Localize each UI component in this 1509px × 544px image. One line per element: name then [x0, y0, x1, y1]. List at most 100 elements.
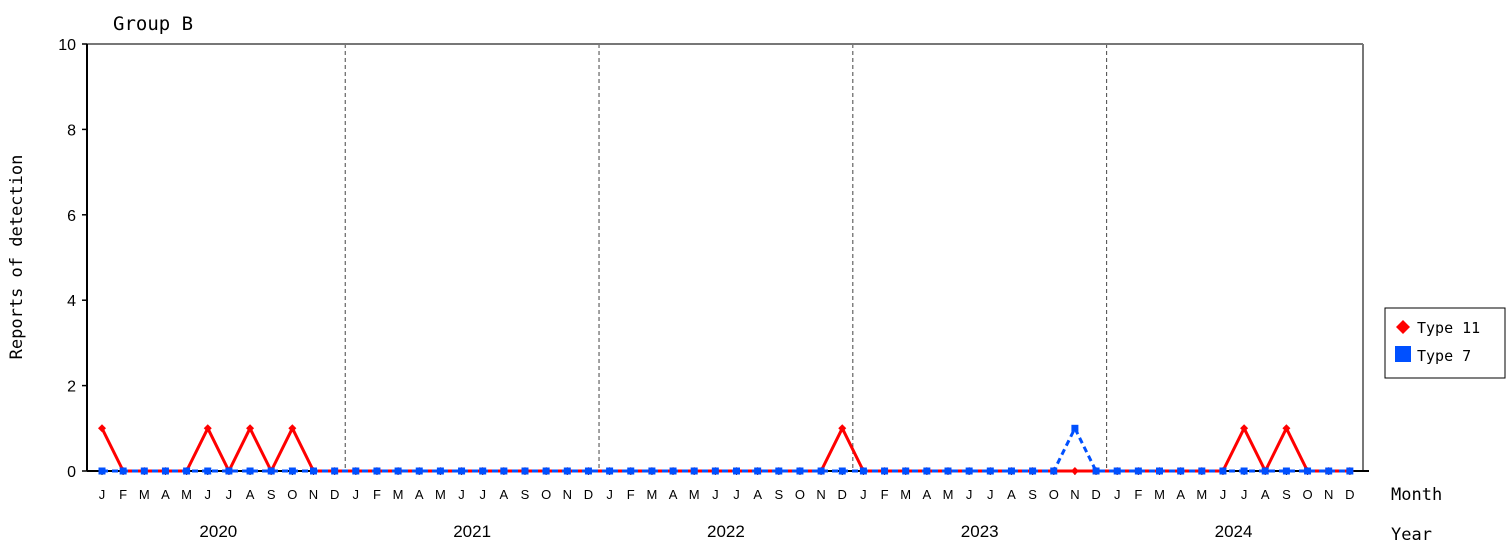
series-line-type-11: [100, 424, 1350, 475]
y-ticks: 0 2 4 6 8 10: [58, 37, 87, 481]
data-point: [458, 467, 466, 475]
month-tick-label: J: [987, 487, 994, 502]
month-tick-label: D: [584, 487, 593, 502]
month-tick-label: O: [1049, 487, 1059, 502]
axes: [86, 43, 1369, 472]
data-point: [288, 424, 297, 433]
month-tick-label: F: [119, 487, 127, 502]
data-point: [754, 467, 762, 475]
month-tick-label: M: [689, 487, 700, 502]
data-point: [1198, 467, 1206, 475]
month-tick-label: A: [161, 487, 170, 502]
month-tick-label: N: [563, 487, 572, 502]
month-tick-label: M: [435, 487, 446, 502]
data-point: [1304, 467, 1312, 475]
data-point: [288, 467, 296, 475]
data-point: [436, 467, 444, 475]
data-point: [1029, 467, 1037, 475]
y-tick-label: 10: [58, 37, 76, 54]
legend-item-type-7: Type 7: [1395, 346, 1471, 365]
month-tick-label: A: [415, 487, 424, 502]
data-point: [944, 467, 952, 475]
data-point: [1070, 467, 1079, 475]
year-label: 2021: [453, 522, 491, 541]
month-tick-label: O: [541, 487, 551, 502]
month-tick-label: F: [373, 487, 381, 502]
chart-title: Group B: [113, 13, 193, 35]
data-point: [521, 467, 529, 475]
month-tick-label: A: [1261, 487, 1270, 502]
data-point: [711, 467, 719, 475]
data-point: [267, 467, 275, 475]
y-tick-label: 4: [67, 293, 76, 310]
data-point: [859, 467, 867, 475]
data-point: [1282, 424, 1291, 433]
data-point: [246, 467, 254, 475]
month-tick-label: A: [1007, 487, 1016, 502]
month-tick-label: S: [1282, 487, 1291, 502]
month-tick-label: M: [900, 487, 911, 502]
month-tick-label: J: [226, 487, 233, 502]
month-tick-label: M: [181, 487, 192, 502]
month-tick-label: O: [1302, 487, 1312, 502]
month-tick-label: M: [393, 487, 404, 502]
month-tick-label: M: [139, 487, 150, 502]
month-tick-label: J: [966, 487, 973, 502]
data-point: [1092, 467, 1100, 475]
month-tick-label: S: [1028, 487, 1037, 502]
data-point: [563, 467, 571, 475]
month-tick-label: O: [795, 487, 805, 502]
data-point: [817, 467, 825, 475]
data-point: [352, 467, 360, 475]
data-point: [1240, 467, 1248, 475]
month-tick-label: S: [521, 487, 530, 502]
data-point: [606, 467, 614, 475]
month-tick-label: S: [774, 487, 783, 502]
data-point: [733, 467, 740, 475]
month-tick-label: F: [1134, 487, 1142, 502]
legend: Type 11 Type 7: [1384, 307, 1506, 379]
month-tick-label: J: [712, 487, 719, 502]
data-point: [98, 424, 106, 433]
data-point: [204, 467, 212, 475]
data-point: [1282, 467, 1290, 475]
data-point: [1325, 467, 1333, 475]
year-label: 2020: [199, 522, 237, 541]
month-tick-label: D: [838, 487, 847, 502]
month-tick-label: M: [646, 487, 657, 502]
data-point: [415, 467, 423, 475]
data-point: [669, 467, 677, 475]
data-point: [1071, 424, 1079, 432]
data-point: [902, 467, 910, 475]
legend-marker-diamond: [1396, 320, 1410, 334]
month-tick-label: J: [458, 487, 465, 502]
data-point: [203, 424, 212, 433]
month-tick-label: A: [923, 487, 932, 502]
month-tick-label: D: [1091, 487, 1100, 502]
data-point: [775, 467, 783, 475]
series: [98, 424, 1354, 475]
month-tick-label: A: [669, 487, 678, 502]
data-point: [690, 467, 698, 475]
legend-item-type-11: Type 11: [1396, 319, 1480, 337]
month-tick-label: J: [353, 487, 360, 502]
month-tick-label: A: [246, 487, 255, 502]
month-tick-label: N: [1324, 487, 1333, 502]
month-tick-label: J: [1220, 487, 1227, 502]
data-point: [1219, 467, 1227, 475]
y-axis-label: Reports of detection: [7, 155, 27, 360]
data-point: [838, 424, 847, 433]
data-point: [373, 467, 381, 475]
month-tick-label: M: [943, 487, 954, 502]
x-axis-month-label: Month: [1391, 485, 1442, 505]
y-tick-label: 8: [67, 122, 76, 139]
y-tick-label: 0: [67, 464, 76, 481]
month-tick-label: J: [205, 487, 212, 502]
data-point: [838, 467, 846, 475]
month-tick-label: J: [733, 487, 740, 502]
data-point: [1050, 467, 1058, 475]
month-tick-label: O: [287, 487, 297, 502]
month-tick-label: J: [606, 487, 613, 502]
year-label: 2023: [961, 522, 999, 541]
